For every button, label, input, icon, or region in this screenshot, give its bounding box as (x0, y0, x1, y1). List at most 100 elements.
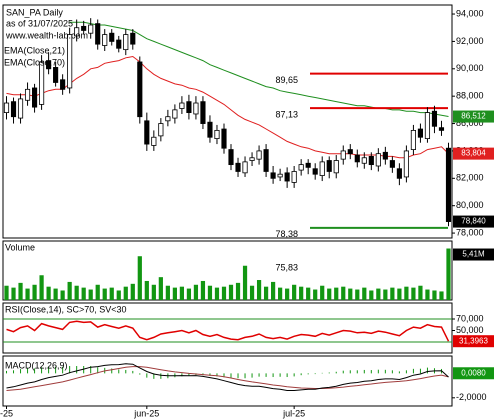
volume-bar (207, 285, 213, 300)
volume-bar (60, 290, 65, 300)
last-value-label: 83,804 (461, 149, 486, 158)
candle-body (256, 150, 262, 160)
volume-bar (383, 289, 388, 300)
annotation: 75,83 (275, 262, 298, 272)
volume-bar (285, 288, 290, 300)
volume-bar (292, 284, 297, 300)
candle-body (354, 154, 360, 163)
candle-body (242, 161, 248, 174)
y-tick-label: 94,000 (456, 8, 484, 18)
candle-body (403, 150, 409, 178)
volume-bar (390, 287, 395, 300)
volume-bar (446, 248, 451, 300)
pane-title: MACD(12,26,9) (5, 360, 68, 370)
volume-bar (221, 286, 227, 300)
volume-bar (81, 287, 86, 300)
candle-body (333, 160, 339, 174)
signal-line (6, 366, 449, 391)
last-value-label: 0,0080 (461, 368, 486, 377)
y-tick-label: 90,000 (456, 63, 484, 73)
candle-body (137, 61, 143, 118)
candle-body (144, 120, 150, 145)
x-tick-label: -25 (0, 408, 13, 418)
last-value-badge (453, 147, 494, 160)
candle-body (102, 34, 108, 46)
level-label: 87,13 (275, 109, 298, 119)
volume-bar (137, 256, 142, 300)
candle-body (10, 101, 17, 118)
volume-bar (306, 287, 311, 300)
candle-body (270, 172, 276, 179)
pane-frame (2, 4, 453, 239)
volume-bar (88, 289, 93, 300)
volume-bar (186, 288, 192, 300)
candle-body (382, 151, 388, 160)
volume-bar (4, 285, 9, 300)
pane-frame (2, 302, 453, 354)
candle-body (67, 34, 73, 89)
last-value-label: 31,3963 (459, 336, 488, 345)
pane-title: Volume (5, 242, 35, 252)
candle-body (263, 149, 269, 172)
volume-bar (432, 290, 437, 300)
candle-body (389, 160, 395, 168)
candle-body (291, 171, 297, 183)
level-label: 89,65 (275, 75, 298, 85)
candle-body (158, 123, 164, 137)
volume-bar (144, 280, 149, 300)
macd-line (6, 363, 449, 391)
candle-body (200, 101, 206, 124)
volume-bar (151, 284, 156, 300)
candle-body (123, 34, 129, 51)
y-tick-label: 70,000 (456, 313, 484, 323)
x-tick-label: jul-25 (282, 408, 305, 418)
volume-bar (39, 275, 44, 300)
candle-body (431, 110, 438, 127)
candle-body (3, 102, 10, 114)
y-tick-label: 80,000 (456, 200, 484, 210)
last-value-label: 78,840 (461, 217, 486, 226)
volume-bar (369, 290, 374, 300)
volume-bar (411, 287, 416, 300)
rsi-line (6, 320, 450, 342)
volume-bar (242, 265, 248, 300)
candle-body (424, 112, 431, 140)
volume-bar (320, 285, 325, 300)
last-value-label: 86,512 (461, 112, 486, 121)
volume-bar (200, 280, 206, 300)
candle-body (417, 128, 424, 138)
volume-bar (228, 284, 234, 300)
chart-subtitle: as of 31/07/2025 (6, 18, 73, 28)
candle-body (368, 156, 374, 166)
candle-body (361, 157, 367, 164)
last-value-label: 5,41M (462, 250, 485, 259)
volume-bar (418, 285, 423, 300)
candle-body (396, 168, 402, 179)
level-label: 78,38 (275, 229, 298, 239)
candle-body (235, 162, 241, 172)
volume-bar (32, 284, 37, 300)
volume-bar (123, 286, 128, 300)
volume-bar (313, 289, 318, 300)
volume-bar (25, 288, 30, 300)
last-value-badge (453, 248, 494, 261)
candle-body (207, 121, 213, 138)
candle-body (165, 116, 171, 122)
candle-body (214, 129, 220, 140)
candle-body (17, 98, 24, 119)
candle-body (53, 67, 59, 83)
volume-bar (95, 284, 100, 300)
volume-bar (130, 283, 135, 300)
candle-body (445, 147, 452, 222)
candle-body (109, 32, 115, 42)
volume-bar (214, 287, 220, 300)
volume-bar (270, 281, 276, 300)
x-tick-label: jun-25 (133, 408, 159, 418)
candle-body (284, 172, 290, 182)
volume-bar (348, 288, 353, 300)
legend-entry: EMA(Close,70) (4, 57, 65, 67)
y-tick-label: 86,000 (456, 118, 484, 128)
volume-bar (179, 286, 185, 300)
candle-body (81, 25, 87, 31)
